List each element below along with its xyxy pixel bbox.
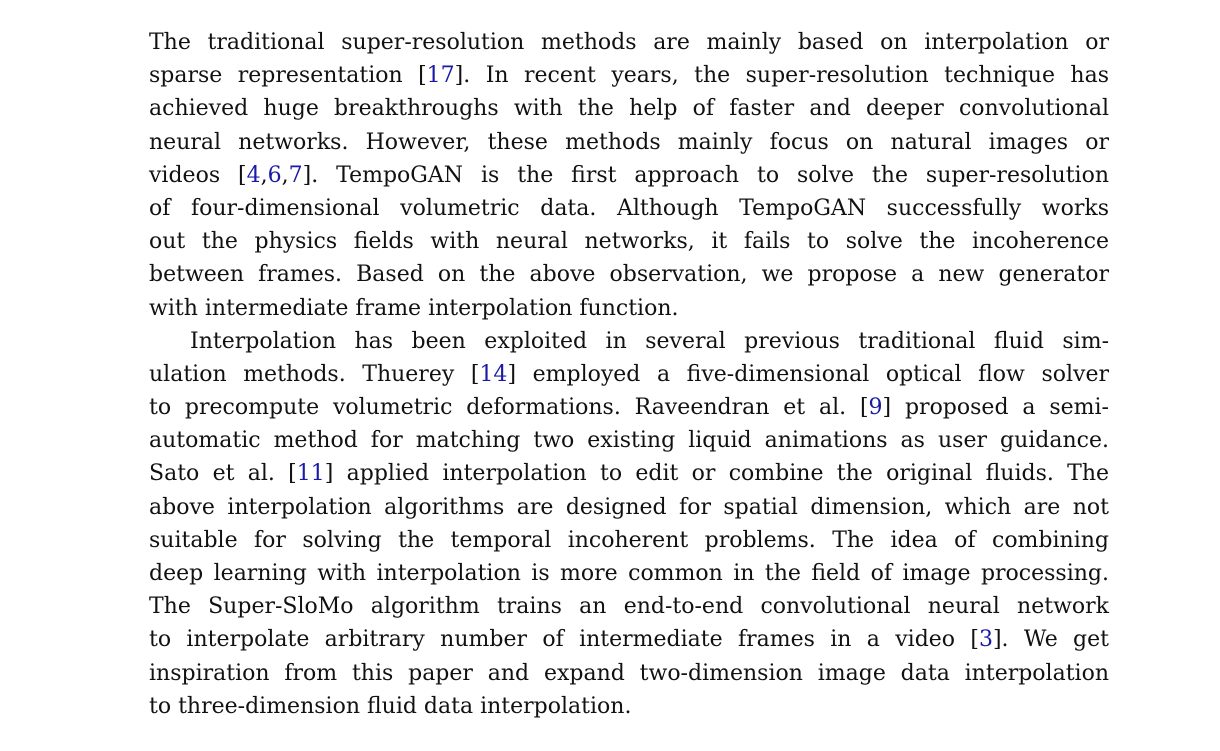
text-fragment: to precompute volumetric deformations. R… xyxy=(149,395,869,421)
text-line: above interpolation algorithms are desig… xyxy=(149,491,1109,524)
text-fragment: ]. In recent years, the super-resolution… xyxy=(454,63,1109,89)
text-fragment: Interpolation has been exploited in seve… xyxy=(190,328,1109,354)
citation-link[interactable]: 3 xyxy=(978,627,993,653)
text-line: The traditional super-resolution methods… xyxy=(149,26,1109,59)
text-line: sparse representation [17]. In recent ye… xyxy=(149,59,1109,92)
text-fragment: The Super-SloMo algorithm trains an end-… xyxy=(149,594,1109,620)
text-fragment: between frames. Based on the above obser… xyxy=(149,262,1109,288)
text-line: Interpolation has been exploited in seve… xyxy=(149,325,1109,358)
text-line: deep learning with interpolation is more… xyxy=(149,557,1109,590)
text-fragment: ulation methods. Thuerey [ xyxy=(149,361,480,387)
paper-body: The traditional super-resolution methods… xyxy=(149,26,1109,723)
citation-link[interactable]: 17 xyxy=(426,63,455,89)
text-line: to interpolate arbitrary number of inter… xyxy=(149,623,1109,656)
citation-link[interactable]: 4 xyxy=(246,162,261,188)
text-line: inspiration from this paper and expand t… xyxy=(149,657,1109,690)
text-fragment: neural networks. However, these methods … xyxy=(149,129,1109,155)
text-fragment: to interpolate arbitrary number of inter… xyxy=(149,627,979,653)
text-line: to precompute volumetric deformations. R… xyxy=(149,391,1109,424)
paragraph-1: The traditional super-resolution methods… xyxy=(149,26,1109,325)
text-line: videos [4,6,7]. TempoGAN is the first ap… xyxy=(149,159,1109,192)
text-fragment: achieved huge breakthroughs with the hel… xyxy=(149,96,1109,122)
text-fragment: inspiration from this paper and expand t… xyxy=(149,660,1109,686)
text-fragment: ]. We get xyxy=(992,627,1109,653)
text-line: with intermediate frame interpolation fu… xyxy=(149,292,1109,325)
citation-link[interactable]: 14 xyxy=(479,361,508,387)
text-fragment: deep learning with interpolation is more… xyxy=(149,561,1109,586)
text-fragment: ] proposed a semi- xyxy=(882,395,1109,421)
citation-link[interactable]: 9 xyxy=(868,395,883,421)
paragraph-2: Interpolation has been exploited in seve… xyxy=(149,325,1109,723)
text-fragment: ] employed a five-dimensional optical fl… xyxy=(507,361,1109,387)
text-fragment: , xyxy=(260,162,268,188)
text-fragment: ] applied interpolation to edit or combi… xyxy=(324,461,1110,487)
text-line: suitable for solving the temporal incohe… xyxy=(149,524,1109,557)
text-line: to three-dimension fluid data interpolat… xyxy=(149,690,1109,723)
text-line: neural networks. However, these methods … xyxy=(149,126,1109,159)
text-fragment: Sato et al. [ xyxy=(149,461,297,487)
text-fragment: of four-dimensional volumetric data. Alt… xyxy=(149,195,1109,221)
text-line: of four-dimensional volumetric data. Alt… xyxy=(149,192,1109,225)
citation-link[interactable]: 7 xyxy=(288,162,303,188)
text-line: achieved huge breakthroughs with the hel… xyxy=(149,92,1109,125)
text-line: out the physics fields with neural netwo… xyxy=(149,225,1109,258)
text-fragment: above interpolation algorithms are desig… xyxy=(149,494,1109,520)
text-line: between frames. Based on the above obser… xyxy=(149,258,1109,291)
citation-link[interactable]: 6 xyxy=(267,162,282,188)
text-fragment: suitable for solving the temporal incohe… xyxy=(149,527,1109,553)
text-fragment: with intermediate frame interpolation fu… xyxy=(149,295,679,321)
text-line: ulation methods. Thuerey [14] employed a… xyxy=(149,358,1109,391)
text-fragment: ]. TempoGAN is the first approach to sol… xyxy=(302,162,1109,188)
text-fragment: The traditional super-resolution methods… xyxy=(149,30,1109,55)
citation-link[interactable]: 11 xyxy=(296,461,325,487)
text-fragment: , xyxy=(281,162,289,188)
text-line: automatic method for matching two existi… xyxy=(149,424,1109,457)
text-fragment: videos [ xyxy=(149,162,247,188)
text-line: Sato et al. [11] applied interpolation t… xyxy=(149,457,1109,490)
text-fragment: automatic method for matching two existi… xyxy=(149,428,1109,454)
text-fragment: out the physics fields with neural netwo… xyxy=(149,229,1109,255)
text-line: The Super-SloMo algorithm trains an end-… xyxy=(149,590,1109,623)
text-fragment: sparse representation [ xyxy=(149,63,427,89)
text-fragment: to three-dimension fluid data interpolat… xyxy=(149,693,632,719)
